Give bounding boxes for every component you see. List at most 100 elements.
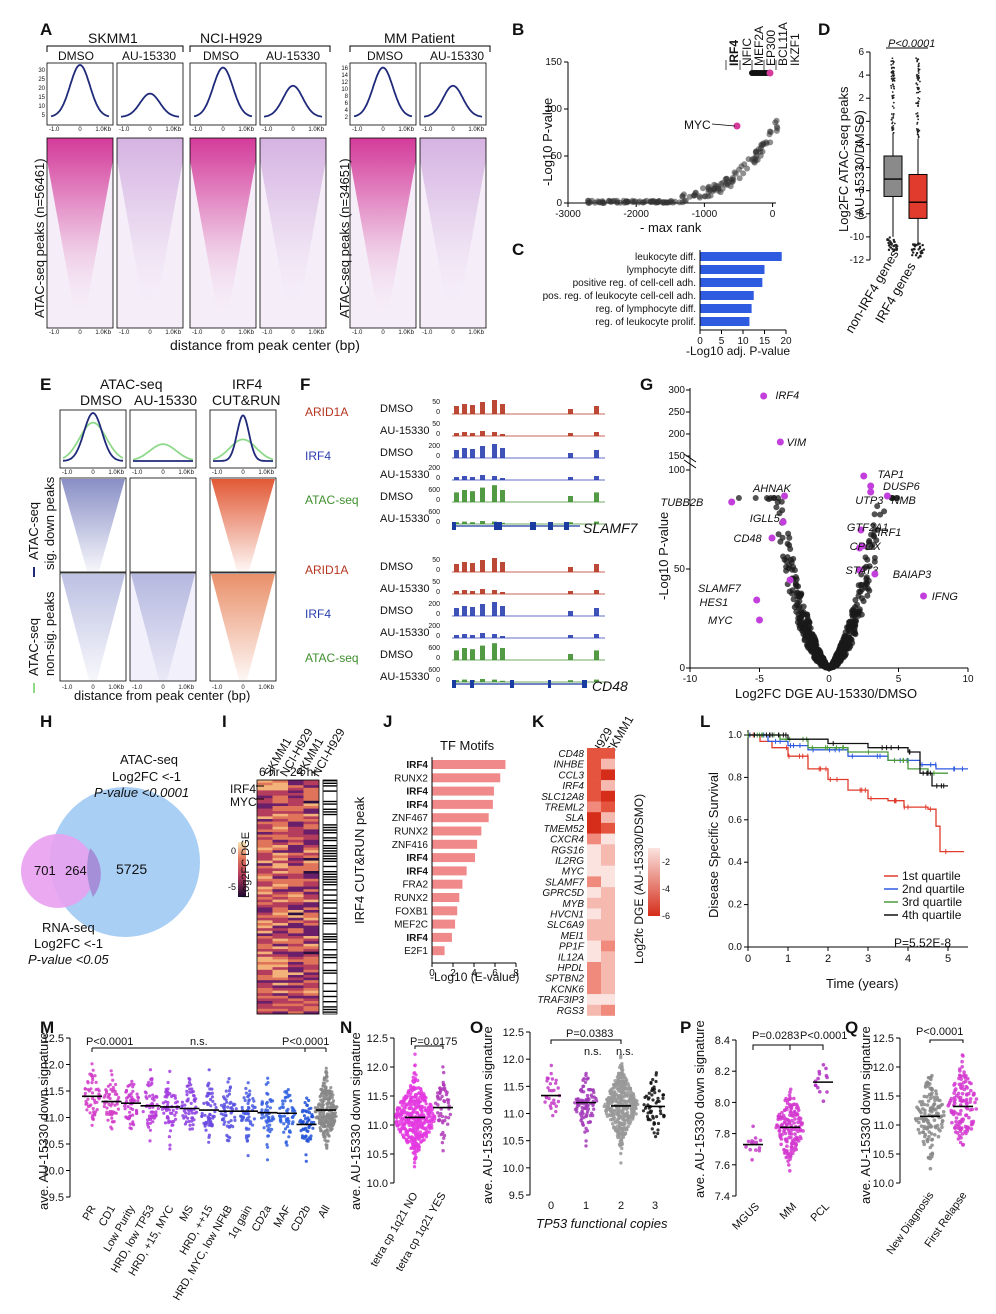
data-point: [204, 1122, 208, 1126]
data-point: [968, 1097, 973, 1101]
data-point: [265, 1120, 269, 1124]
data-point: [923, 1108, 927, 1113]
data-point: [429, 1109, 433, 1114]
y-tick-label: 10.5: [503, 1136, 524, 1148]
data-point: [246, 1101, 250, 1106]
tick-label: 1.0Kb: [95, 127, 111, 133]
data-point: [619, 1127, 623, 1131]
data-point: [963, 1079, 968, 1084]
heatmap-signal: [61, 574, 125, 680]
data-point: [151, 1120, 155, 1124]
data-point: [649, 1080, 653, 1085]
data-point: [586, 1076, 590, 1080]
data-point: [322, 1134, 326, 1138]
data-point: [195, 1110, 199, 1114]
data-point: [240, 1105, 244, 1110]
data-point: [624, 1099, 628, 1104]
data-point: [290, 1115, 294, 1119]
data-point: [546, 1086, 550, 1090]
category-label: All: [316, 1204, 333, 1221]
data-point: [110, 1102, 114, 1106]
profile-curve: [193, 66, 253, 118]
data-point: [106, 1118, 110, 1122]
data-point: [87, 1089, 91, 1093]
data-point: [90, 1091, 95, 1095]
data-point: [940, 1125, 944, 1129]
tick-label: 1.0Kb: [398, 127, 414, 133]
panel-n-label: N: [340, 1018, 353, 1037]
data-point: [410, 1122, 415, 1127]
data-point: [792, 1096, 796, 1101]
data-point: [186, 1099, 190, 1103]
data-point: [654, 1101, 658, 1105]
outlier: [912, 251, 915, 254]
data-point: [404, 1094, 409, 1098]
data-point: [616, 1087, 621, 1091]
cond-label: AU-15330: [266, 49, 321, 63]
data-point: [311, 1126, 315, 1130]
data-point: [956, 1112, 960, 1116]
tick-label: 0: [78, 330, 82, 336]
data-point: [209, 1104, 213, 1108]
x-axis-label: distance from peak center (bp): [170, 337, 360, 353]
data-point: [167, 1108, 171, 1112]
sig-bracket: [550, 1039, 622, 1044]
data-point: [631, 1093, 636, 1097]
data-point: [715, 185, 722, 192]
data-point: [793, 1117, 797, 1121]
panel-e-plots: -1.0 0 1.0Kb-1.0 0 1.0Kb-1.0 0 1.0Kb-1.0 0 1.0Kb…: [33, 409, 277, 693]
data-point: [413, 1052, 417, 1056]
data-point: [401, 1135, 406, 1139]
data-point: [164, 1087, 168, 1091]
outlier: [917, 77, 920, 80]
data-point: [206, 1084, 210, 1088]
data-point: [940, 1119, 945, 1123]
data-point: [424, 1118, 428, 1122]
outlier: [892, 116, 895, 119]
data-point: [210, 1087, 214, 1091]
data-point: [619, 1161, 623, 1165]
data-point: [821, 1063, 826, 1067]
data-point: [207, 1140, 211, 1144]
outlier: [918, 246, 922, 250]
outlier: [892, 112, 895, 115]
y-tick: 15: [38, 95, 45, 101]
data-point: [166, 1093, 170, 1097]
outlier: [917, 118, 920, 121]
data-point: [610, 1112, 614, 1117]
y-tick-label: 11.5: [503, 1081, 524, 1093]
data-point: [394, 1113, 398, 1117]
data-point: [614, 1092, 619, 1097]
data-point: [331, 1099, 336, 1103]
data-point: [790, 1141, 795, 1146]
outlier: [892, 66, 895, 69]
data-point: [252, 1105, 256, 1109]
data-point: [266, 1115, 270, 1119]
outlier: [919, 80, 921, 83]
data-point: [266, 1134, 270, 1138]
data-point: [441, 1149, 445, 1153]
data-point: [957, 1095, 961, 1099]
data-point: [700, 185, 706, 192]
data-point: [166, 1080, 170, 1085]
tick-label: 0: [291, 330, 295, 336]
panel-q-label: Q: [845, 1018, 859, 1037]
data-point: [414, 1093, 418, 1097]
data-point: [305, 1120, 309, 1124]
data-point: [551, 1113, 555, 1118]
data-point: [126, 1095, 130, 1099]
data-point: [974, 1097, 979, 1101]
data-point: [130, 1095, 134, 1099]
outlier: [892, 62, 894, 65]
x-tick-label: -2000: [623, 209, 649, 220]
data-point: [400, 1126, 404, 1131]
data-point: [229, 1124, 233, 1128]
data-point: [963, 1076, 968, 1080]
data-point: [323, 1096, 327, 1100]
data-point: [596, 199, 603, 206]
outlier: [917, 91, 920, 94]
data-point: [788, 1087, 793, 1092]
data-point: [229, 1119, 233, 1123]
cond-label: DMSO: [58, 49, 94, 63]
